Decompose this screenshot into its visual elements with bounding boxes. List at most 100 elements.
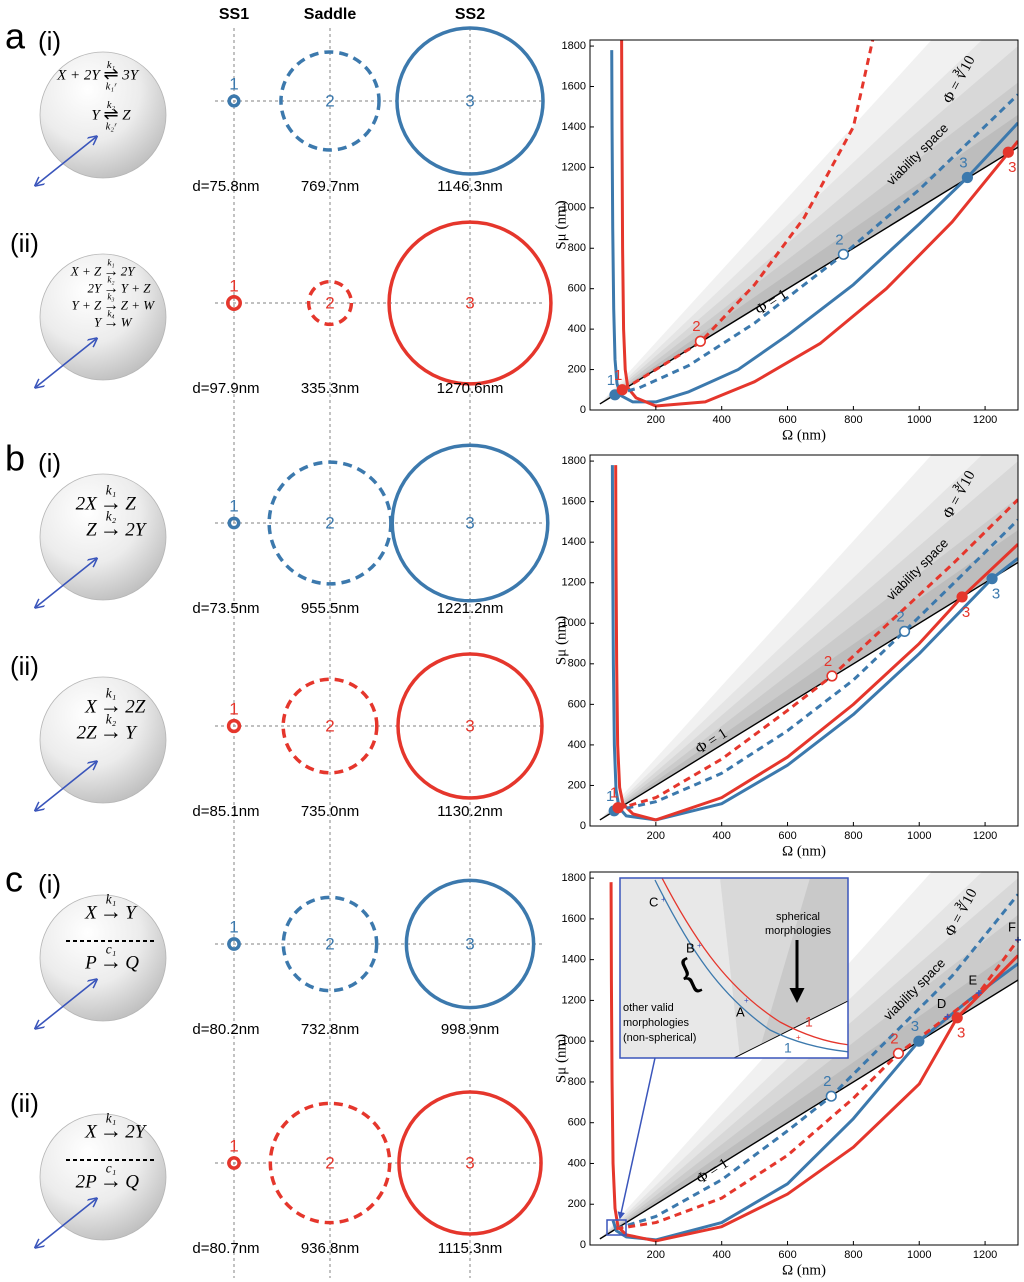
steady-state-curve (610, 465, 1018, 822)
viability-band (599, 40, 1018, 404)
y-tick-label: 1400 (562, 536, 586, 548)
diameter-label: 732.8nm (301, 1021, 359, 1038)
rate-constant: k₁ʳ (106, 82, 117, 93)
zoom-box (606, 1219, 627, 1236)
x-tick-label: 800 (844, 1249, 862, 1261)
state-circle (390, 443, 550, 603)
viability-band (599, 947, 1018, 1239)
diameter-label: 955.5nm (301, 600, 359, 617)
reaction-rhs: 2Y (125, 519, 148, 540)
state-circle (306, 279, 354, 327)
diffusion-arrow (36, 137, 96, 185)
rate-constant: k₂ (107, 274, 114, 284)
point-label: 2 (692, 318, 700, 335)
diameter-label: 1221.2nm (437, 600, 504, 617)
rate-constant: k₁ (107, 257, 114, 267)
x-tick-label: 200 (647, 1249, 665, 1261)
x-axis-label: Ω (nm) (782, 843, 826, 859)
state-number: 1 (229, 276, 238, 295)
x-tick-label: 1000 (907, 1249, 931, 1261)
inset-text: morphologies (623, 1017, 690, 1029)
point-label: 2 (890, 1030, 898, 1047)
point-label: 1 (606, 788, 614, 805)
point-label: 1 (614, 367, 622, 384)
diameter-label: 998.9nm (441, 1021, 499, 1038)
inset-shading (620, 878, 848, 1058)
y-tick-label: 800 (568, 242, 586, 254)
reaction-rhs: 2Y (125, 1121, 148, 1142)
y-tick-label: 400 (568, 323, 586, 335)
reaction-lhs: 2P (76, 1171, 98, 1192)
y-tick-label: 200 (568, 779, 586, 791)
state-number: 2 (325, 91, 334, 110)
rate-constant: k₂ (106, 712, 117, 727)
inset-letter: C (649, 894, 658, 909)
reaction-arrow: → (100, 1168, 123, 1193)
reaction-lhs: X (84, 902, 98, 923)
point-label: 1 (610, 785, 618, 802)
diffusion-arrow (36, 980, 96, 1028)
phi-one-line (599, 561, 1018, 821)
y-tick-label: 1000 (562, 202, 586, 214)
point-label: 3 (959, 154, 967, 171)
state-point (986, 573, 998, 585)
reaction-arrow: → (100, 719, 123, 744)
viability-band (599, 82, 1018, 404)
state-number: 1 (229, 74, 238, 93)
y-tick-label: 400 (568, 739, 586, 751)
diameter-label: d=75.8nm (192, 178, 259, 195)
x-tick-label: 800 (844, 830, 862, 842)
x-tick-label: 800 (844, 414, 862, 426)
steady-state-curve (620, 40, 1018, 408)
y-tick-label: 1800 (562, 40, 586, 52)
inset-ss-label: 1 (805, 1014, 813, 1030)
reaction-arrow: → (100, 899, 123, 924)
point-label: 2 (835, 231, 843, 248)
state-point (837, 248, 850, 260)
reaction-arrow: → (103, 314, 119, 331)
x-axis-label: Ω (nm) (782, 1262, 826, 1278)
diffusion-arrow (36, 762, 96, 810)
cross-label: F (1008, 919, 1016, 934)
column-header: Saddle (304, 6, 357, 23)
point-label: 2 (896, 608, 904, 625)
reaction-arrow: → (100, 693, 123, 718)
state-circle (281, 677, 379, 775)
viability-band (599, 46, 1018, 404)
y-tick-label: 1000 (562, 617, 586, 629)
state-number: 3 (465, 293, 474, 312)
point-label: 3 (992, 586, 1000, 603)
reaction-rhs: 2Y (121, 263, 137, 278)
diameter-label: 1146.3nm (437, 178, 503, 195)
diameter-label: 769.7nm (301, 178, 359, 195)
reaction-rhs: Y (125, 722, 138, 743)
saddle-curve (615, 93, 1018, 396)
reaction-lhs: X (84, 696, 98, 717)
rate-constant: k₁ (106, 892, 117, 907)
x-tick-label: 200 (647, 414, 665, 426)
phi-one-line (599, 979, 1018, 1240)
state-circle (268, 1101, 392, 1225)
rate-constant: k₂ʳ (106, 122, 117, 133)
x-tick-label: 1200 (973, 830, 997, 842)
y-tick-label: 200 (568, 1198, 586, 1210)
y-tick-label: 800 (568, 658, 586, 670)
y-axis-label: Sμ (nm) (553, 1034, 569, 1083)
y-tick-label: 0 (580, 820, 586, 832)
state-circle (387, 220, 553, 386)
rate-constant: k₄ (107, 308, 114, 318)
inset-text: (non-spherical) (623, 1032, 696, 1044)
state-number: 1 (229, 917, 238, 936)
inset-cross: + (661, 895, 666, 904)
viability-band (599, 914, 1018, 1239)
rate-constant: k₃ (107, 291, 114, 301)
reaction-rhs: Y + Z (121, 280, 152, 295)
column-header: SS2 (455, 6, 485, 23)
state-point (951, 1012, 963, 1024)
diffusion-arrow (36, 1199, 96, 1247)
panel-sub: (i) (38, 26, 61, 56)
diameter-label: 335.3nm (301, 380, 359, 397)
panel-sub: (i) (38, 448, 61, 478)
saddle-curve (616, 938, 1018, 1231)
